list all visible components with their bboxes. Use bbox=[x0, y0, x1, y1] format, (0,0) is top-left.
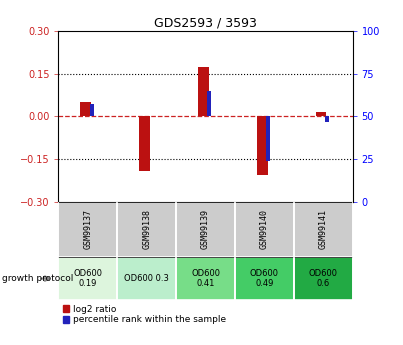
Text: GSM99140: GSM99140 bbox=[260, 209, 269, 249]
Text: GSM99139: GSM99139 bbox=[201, 209, 210, 249]
Bar bbox=[81, 102, 91, 117]
Bar bbox=[266, 117, 270, 161]
Text: OD600
0.19: OD600 0.19 bbox=[73, 269, 102, 288]
Text: GSM99141: GSM99141 bbox=[319, 209, 328, 249]
Bar bbox=[235, 202, 294, 257]
Bar bbox=[89, 105, 93, 117]
Text: growth protocol: growth protocol bbox=[2, 274, 73, 283]
Bar bbox=[325, 117, 329, 121]
Bar bbox=[58, 257, 117, 300]
Text: OD600
0.6: OD600 0.6 bbox=[309, 269, 338, 288]
Bar bbox=[117, 202, 176, 257]
Bar bbox=[294, 202, 353, 257]
Title: GDS2593 / 3593: GDS2593 / 3593 bbox=[154, 17, 257, 30]
Bar bbox=[198, 67, 209, 117]
Text: GSM99137: GSM99137 bbox=[83, 209, 92, 249]
Bar bbox=[176, 202, 235, 257]
Bar bbox=[58, 202, 117, 257]
Text: OD600 0.3: OD600 0.3 bbox=[124, 274, 169, 283]
Bar bbox=[316, 112, 326, 117]
Text: GSM99138: GSM99138 bbox=[142, 209, 151, 249]
Bar bbox=[176, 257, 235, 300]
Bar bbox=[207, 91, 211, 117]
Bar bbox=[235, 257, 294, 300]
Text: OD600
0.49: OD600 0.49 bbox=[250, 269, 279, 288]
Text: OD600
0.41: OD600 0.41 bbox=[191, 269, 220, 288]
Bar bbox=[257, 117, 268, 175]
Bar bbox=[294, 257, 353, 300]
Bar bbox=[117, 257, 176, 300]
Legend: log2 ratio, percentile rank within the sample: log2 ratio, percentile rank within the s… bbox=[63, 305, 226, 324]
Bar bbox=[139, 117, 150, 170]
